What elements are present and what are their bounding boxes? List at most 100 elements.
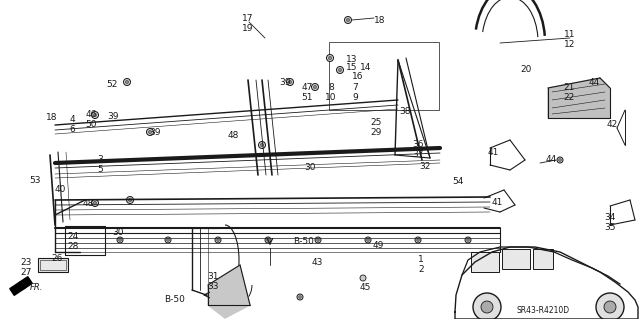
Text: 7
9: 7 9 bbox=[352, 83, 358, 102]
Circle shape bbox=[297, 294, 303, 300]
Text: 46
50: 46 50 bbox=[85, 110, 97, 129]
Text: 48: 48 bbox=[83, 199, 93, 208]
Text: 49: 49 bbox=[372, 241, 384, 250]
Circle shape bbox=[259, 142, 266, 149]
Text: 39: 39 bbox=[279, 78, 291, 87]
Text: 48: 48 bbox=[227, 131, 239, 140]
Circle shape bbox=[124, 78, 131, 85]
Circle shape bbox=[214, 292, 221, 299]
Circle shape bbox=[92, 112, 99, 118]
Text: 45: 45 bbox=[359, 283, 371, 292]
Text: 42: 42 bbox=[606, 120, 618, 129]
Text: 14: 14 bbox=[360, 63, 372, 72]
Circle shape bbox=[216, 293, 220, 297]
Text: 44: 44 bbox=[545, 155, 557, 164]
Circle shape bbox=[604, 301, 616, 313]
Text: 38: 38 bbox=[399, 107, 411, 116]
Circle shape bbox=[165, 237, 171, 243]
Text: 43: 43 bbox=[311, 258, 323, 267]
Circle shape bbox=[337, 66, 344, 73]
Circle shape bbox=[417, 239, 419, 241]
Circle shape bbox=[481, 301, 493, 313]
Text: 34
35: 34 35 bbox=[604, 213, 616, 232]
Circle shape bbox=[93, 201, 97, 204]
Text: 4
6: 4 6 bbox=[69, 115, 75, 134]
Text: 39: 39 bbox=[108, 112, 119, 121]
Text: 16: 16 bbox=[352, 72, 364, 81]
Text: 47
51: 47 51 bbox=[301, 83, 313, 102]
Circle shape bbox=[129, 198, 132, 202]
Circle shape bbox=[315, 237, 321, 243]
Circle shape bbox=[360, 275, 366, 281]
Text: 8
10: 8 10 bbox=[325, 83, 337, 102]
Text: 11
12: 11 12 bbox=[564, 30, 576, 49]
Text: 18: 18 bbox=[374, 16, 386, 25]
Text: 30: 30 bbox=[112, 228, 124, 237]
Circle shape bbox=[344, 17, 351, 24]
Text: 30: 30 bbox=[304, 163, 316, 172]
Text: 40: 40 bbox=[54, 185, 66, 194]
Text: 3
5: 3 5 bbox=[97, 155, 103, 174]
Text: 39: 39 bbox=[149, 128, 161, 137]
Text: 13: 13 bbox=[346, 55, 358, 64]
Circle shape bbox=[265, 237, 271, 243]
Circle shape bbox=[559, 159, 561, 161]
Circle shape bbox=[467, 239, 469, 241]
Circle shape bbox=[312, 84, 319, 91]
Circle shape bbox=[267, 239, 269, 241]
Bar bbox=[533, 249, 553, 269]
Text: 25
29: 25 29 bbox=[371, 118, 381, 137]
Bar bbox=[329, 42, 439, 110]
Circle shape bbox=[118, 239, 122, 241]
Circle shape bbox=[217, 239, 220, 241]
Circle shape bbox=[289, 80, 292, 84]
Circle shape bbox=[557, 157, 563, 163]
Circle shape bbox=[125, 80, 129, 84]
Bar bbox=[40, 260, 66, 270]
Circle shape bbox=[299, 296, 301, 298]
Circle shape bbox=[317, 239, 319, 241]
Circle shape bbox=[127, 197, 134, 204]
Circle shape bbox=[260, 144, 264, 146]
Text: 20: 20 bbox=[520, 65, 532, 74]
Text: 17
19: 17 19 bbox=[243, 14, 253, 33]
FancyArrow shape bbox=[10, 277, 32, 295]
Circle shape bbox=[596, 293, 624, 319]
Circle shape bbox=[346, 19, 349, 22]
Circle shape bbox=[465, 237, 471, 243]
Circle shape bbox=[147, 129, 154, 136]
Text: 32: 32 bbox=[419, 162, 431, 171]
Text: 41: 41 bbox=[492, 198, 502, 207]
Circle shape bbox=[473, 293, 501, 319]
Circle shape bbox=[148, 130, 152, 134]
Polygon shape bbox=[208, 265, 250, 318]
Text: 36
37: 36 37 bbox=[412, 140, 424, 159]
Text: 15: 15 bbox=[346, 63, 358, 72]
Bar bbox=[502, 249, 530, 269]
Text: B-50: B-50 bbox=[164, 295, 186, 304]
Circle shape bbox=[314, 85, 317, 89]
Text: 52: 52 bbox=[106, 80, 118, 89]
Polygon shape bbox=[548, 78, 610, 118]
Text: FR.: FR. bbox=[30, 284, 44, 293]
Text: 24
28: 24 28 bbox=[67, 232, 79, 251]
Bar bbox=[38, 258, 68, 272]
Text: 53: 53 bbox=[29, 176, 41, 185]
Circle shape bbox=[166, 239, 170, 241]
Circle shape bbox=[92, 199, 99, 206]
Text: 1
2: 1 2 bbox=[418, 255, 424, 274]
Circle shape bbox=[326, 55, 333, 62]
Circle shape bbox=[215, 237, 221, 243]
Circle shape bbox=[93, 114, 97, 116]
Circle shape bbox=[287, 78, 294, 85]
Text: 26: 26 bbox=[51, 254, 63, 263]
Text: 44: 44 bbox=[588, 78, 600, 87]
Circle shape bbox=[117, 237, 123, 243]
Text: 18: 18 bbox=[46, 113, 58, 122]
Circle shape bbox=[367, 239, 369, 241]
Circle shape bbox=[415, 237, 421, 243]
Circle shape bbox=[365, 237, 371, 243]
Text: SR43-R4210D: SR43-R4210D bbox=[516, 306, 570, 315]
Text: 21
22: 21 22 bbox=[563, 83, 575, 102]
Text: 23
27: 23 27 bbox=[20, 258, 32, 277]
